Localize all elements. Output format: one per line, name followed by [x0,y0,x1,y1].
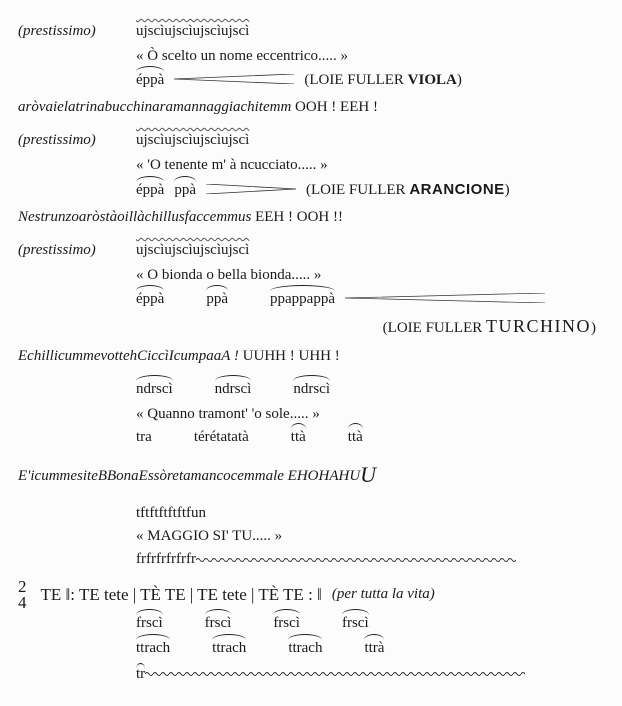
syll: ndrscì [215,378,252,401]
syll: frscì [342,612,369,635]
stanza-1: (prestissimo) ujscìujscìujscìujscì « Ò s… [18,20,604,92]
frsci-line: frscì frscì frscì frscì [136,612,604,635]
rhythm-sequence: TE ‖: TE tete | TÈ TE | TE tete | TÈ TE … [41,582,322,608]
tr-text: tr [136,666,145,682]
eppa-syllable: éppà [136,69,164,92]
annotation-prefix: (LOIE FULLER [383,320,486,336]
onomatopoeia: ujscìujscìujscìujscì [136,20,249,43]
annotation-word: VIOLA [408,72,457,88]
tempo-label: (prestissimo) [18,129,126,152]
quote-line: « O bionda o bella bionda..... » [136,264,604,287]
frfr-line: frfrfrfrfrfr [136,548,604,571]
syll: frscì [205,612,232,635]
eppa-line: éppà (LOIE FULLER VIOLA) [136,69,604,92]
crescendo-hairpin [174,69,294,79]
annotation-paren: (LOIE FULLER ARANCIONE) [306,178,510,202]
long-line-1: aròvaielatrinabucchinaramannaggiachitemm… [18,96,604,119]
eppa-line: éppà ppà (LOIE FULLER ARANCIONE) [136,178,604,202]
stanza-1-line1: (prestissimo) ujscìujscìujscìujscì [18,20,604,43]
eppa-line: éppà ppà ppappappà [136,288,604,311]
tempo-label: (prestissimo) [18,239,126,262]
eppa-syllable: ppà [206,288,228,311]
syll: tra [136,426,152,449]
ndr-line: ndrscì ndrscì ndrscì [136,378,604,401]
syll: ttrach [136,637,170,660]
annotation-word: TURCHINO [486,316,591,336]
eppa-syllable: ppà [174,179,196,202]
tft-line: tftftftftftfun [136,502,604,525]
annotation-paren: (LOIE FULLER VIOLA) [304,69,462,92]
eppa-syllable: ppappappà [270,288,335,311]
eppa-syllable: éppà [136,179,164,202]
syll: ttà [291,426,306,449]
syll: térétatatà [194,426,249,449]
long-line-2: Nestrunzoaròstàoillàchillusfaccemmus EEH… [18,206,604,229]
annotation-word: ARANCIONE [409,181,504,198]
wavy-leader [196,557,516,563]
timesig-bot: 4 [18,595,27,610]
stanza-3-line1: (prestissimo) ujscìujscìujscìujscì [18,239,604,262]
stanza-2: (prestissimo) ujscìujscìujscìujscì « 'O … [18,129,604,202]
finale-tail: frscì frscì frscì frscì ttrach ttrach tt… [136,612,604,686]
longline-text: E'icummesiteBBonaEssòretamancocemmale [18,468,284,484]
finale-line: 2 4 TE ‖: TE tete | TÈ TE | TE tete | TÈ… [18,579,604,610]
longline-text: EchillicummevottehCiccìIcumpaaA ! [18,348,239,364]
annotation-paren: (LOIE FULLER TURCHINO) [18,313,604,341]
exclaim: UUHH ! UHH ! [243,348,340,364]
onomatopoeia: ujscìujscìujscìujscì [136,239,249,262]
longline-text: aròvaielatrinabucchinaramannaggiachitemm [18,99,291,115]
syll: ndrscì [136,378,173,401]
decrescendo-hairpin [206,179,296,189]
annotation-prefix: (LOIE FULLER [304,72,407,88]
quote-line: « Quanno tramont' 'o sole..... » [136,403,604,426]
block-5: tftftftftftfun « MAGGIO SI' TU..... » fr… [136,502,604,572]
long-line-4: E'icummesiteBBonaEssòretamancocemmale EH… [18,458,604,492]
block-4: ndrscì ndrscì ndrscì « Quanno tramont' '… [136,378,604,450]
crescendo-hairpin [345,288,545,298]
syll: ndrscì [293,378,330,401]
stanza-3: (prestissimo) ujscìujscìujscìujscì « O b… [18,239,604,341]
quote-line: « MAGGIO SI' TU..... » [136,525,604,548]
exclaim: OOH ! EEH ! [295,99,378,115]
frfr-text: frfrfrfrfrfr [136,551,196,567]
syll: frscì [273,612,300,635]
time-signature: 2 4 [18,579,27,610]
exclaim: EEH ! OOH !! [255,209,343,225]
word: EHOHAHU [288,468,361,484]
longline-text: Nestrunzoaròstàoillàchillusfaccemmus [18,209,251,225]
big-u: U [360,462,376,487]
syll: ttrach [212,637,246,660]
stanza-2-line1: (prestissimo) ujscìujscìujscìujscì [18,129,604,152]
ttrach-line: ttrach ttrach ttrach ttrà [136,637,604,660]
long-line-3: EchillicummevottehCiccìIcumpaaA ! UUHH !… [18,345,604,368]
tempo-label: (prestissimo) [18,20,126,43]
syll: ttrach [288,637,322,660]
tr-line: tr [136,663,604,686]
finale-note: (per tutta la vita) [332,583,435,606]
onomatopoeia: ujscìujscìujscìujscì [136,129,249,152]
syll: ttà [348,426,363,449]
syll: frscì [136,612,163,635]
syll: ttrà [364,637,384,660]
annotation-prefix: (LOIE FULLER [306,182,409,198]
wavy-leader [145,671,525,677]
quote-line: « Ò scelto un nome eccentrico..... » [136,45,604,68]
tra-line: tra térétatatà ttà ttà [136,426,604,449]
quote-line: « 'O tenente m' à ncucciato..... » [136,154,604,177]
eppa-syllable: éppà [136,288,164,311]
